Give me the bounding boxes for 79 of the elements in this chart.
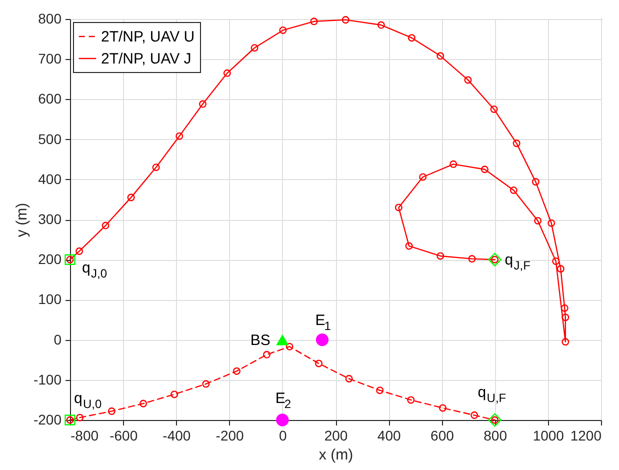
point: [376, 386, 384, 394]
y-tick-label: -200: [33, 412, 62, 428]
point: [510, 186, 518, 194]
x-tick-label: 1000: [532, 428, 564, 444]
point: [152, 164, 160, 172]
point: [76, 247, 84, 255]
point: [102, 222, 110, 230]
point: [512, 140, 520, 148]
point: [286, 342, 294, 350]
point: [562, 314, 570, 322]
x-tick-label: 200: [324, 428, 348, 444]
point: [223, 69, 231, 77]
point: [490, 105, 498, 113]
x-axis-title: x (m): [318, 446, 354, 464]
point: [140, 400, 148, 408]
y-tick-label: 500: [38, 130, 62, 147]
point: [532, 178, 540, 186]
x-tick-label: 0: [279, 428, 287, 444]
point: [170, 390, 178, 398]
point: [345, 374, 353, 382]
point: [436, 252, 444, 260]
x-tick-label: -600: [110, 428, 138, 444]
point: [316, 333, 329, 346]
x-tick-label: -200: [216, 428, 244, 444]
x-tick-label: -400: [162, 428, 191, 444]
y-tick-label: -100: [33, 371, 62, 388]
point: [450, 160, 458, 168]
y-axis-title: y (m): [13, 202, 30, 238]
x-tick-label: 1200: [570, 428, 602, 444]
point: [176, 132, 184, 140]
point: [419, 173, 427, 181]
point: [276, 414, 289, 426]
point: [279, 26, 287, 34]
point: [127, 194, 135, 202]
point: [408, 34, 416, 42]
point: [405, 242, 413, 250]
point: [562, 338, 570, 346]
y-tick-label: 400: [38, 170, 62, 187]
point: [556, 265, 564, 273]
y-tick-label: 200: [38, 251, 62, 268]
point: [407, 396, 415, 404]
point: [470, 411, 478, 419]
y-tick-label: 100: [38, 291, 62, 308]
annotation: BS: [250, 332, 270, 349]
point: [464, 76, 472, 84]
point: [560, 304, 568, 312]
point: [439, 404, 447, 412]
point: [548, 219, 556, 227]
point: [108, 407, 116, 415]
point: [480, 166, 488, 174]
legend-label: 2T/NP, UAV J: [101, 50, 192, 68]
point: [468, 255, 476, 263]
point: [315, 360, 323, 368]
point: [262, 350, 270, 358]
point: [488, 413, 502, 427]
point: [310, 18, 318, 26]
point: [488, 252, 502, 266]
point: [377, 21, 385, 29]
point: [276, 334, 289, 346]
y-tick-label: 800: [38, 10, 62, 26]
x-tick-label: -800: [70, 428, 99, 444]
point: [552, 257, 560, 265]
point: [232, 367, 240, 375]
x-tick-label: 400: [377, 428, 401, 444]
point: [76, 414, 84, 422]
x-tick-label: 600: [430, 428, 454, 444]
legend-label: 2T/NP, UAV U: [101, 28, 195, 46]
point: [250, 44, 258, 52]
point: [394, 204, 402, 212]
point: [534, 216, 542, 224]
point: [202, 380, 210, 388]
point: [342, 16, 350, 24]
point: [436, 52, 444, 60]
point: [198, 100, 207, 108]
y-tick-label: 0: [54, 331, 62, 348]
y-tick-label: 600: [38, 90, 62, 107]
x-tick-label: 800: [484, 428, 508, 444]
y-tick-label: 300: [38, 211, 62, 227]
y-tick-label: 700: [38, 50, 62, 67]
